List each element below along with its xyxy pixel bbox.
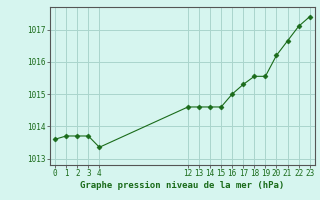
X-axis label: Graphe pression niveau de la mer (hPa): Graphe pression niveau de la mer (hPa) [80,181,284,190]
